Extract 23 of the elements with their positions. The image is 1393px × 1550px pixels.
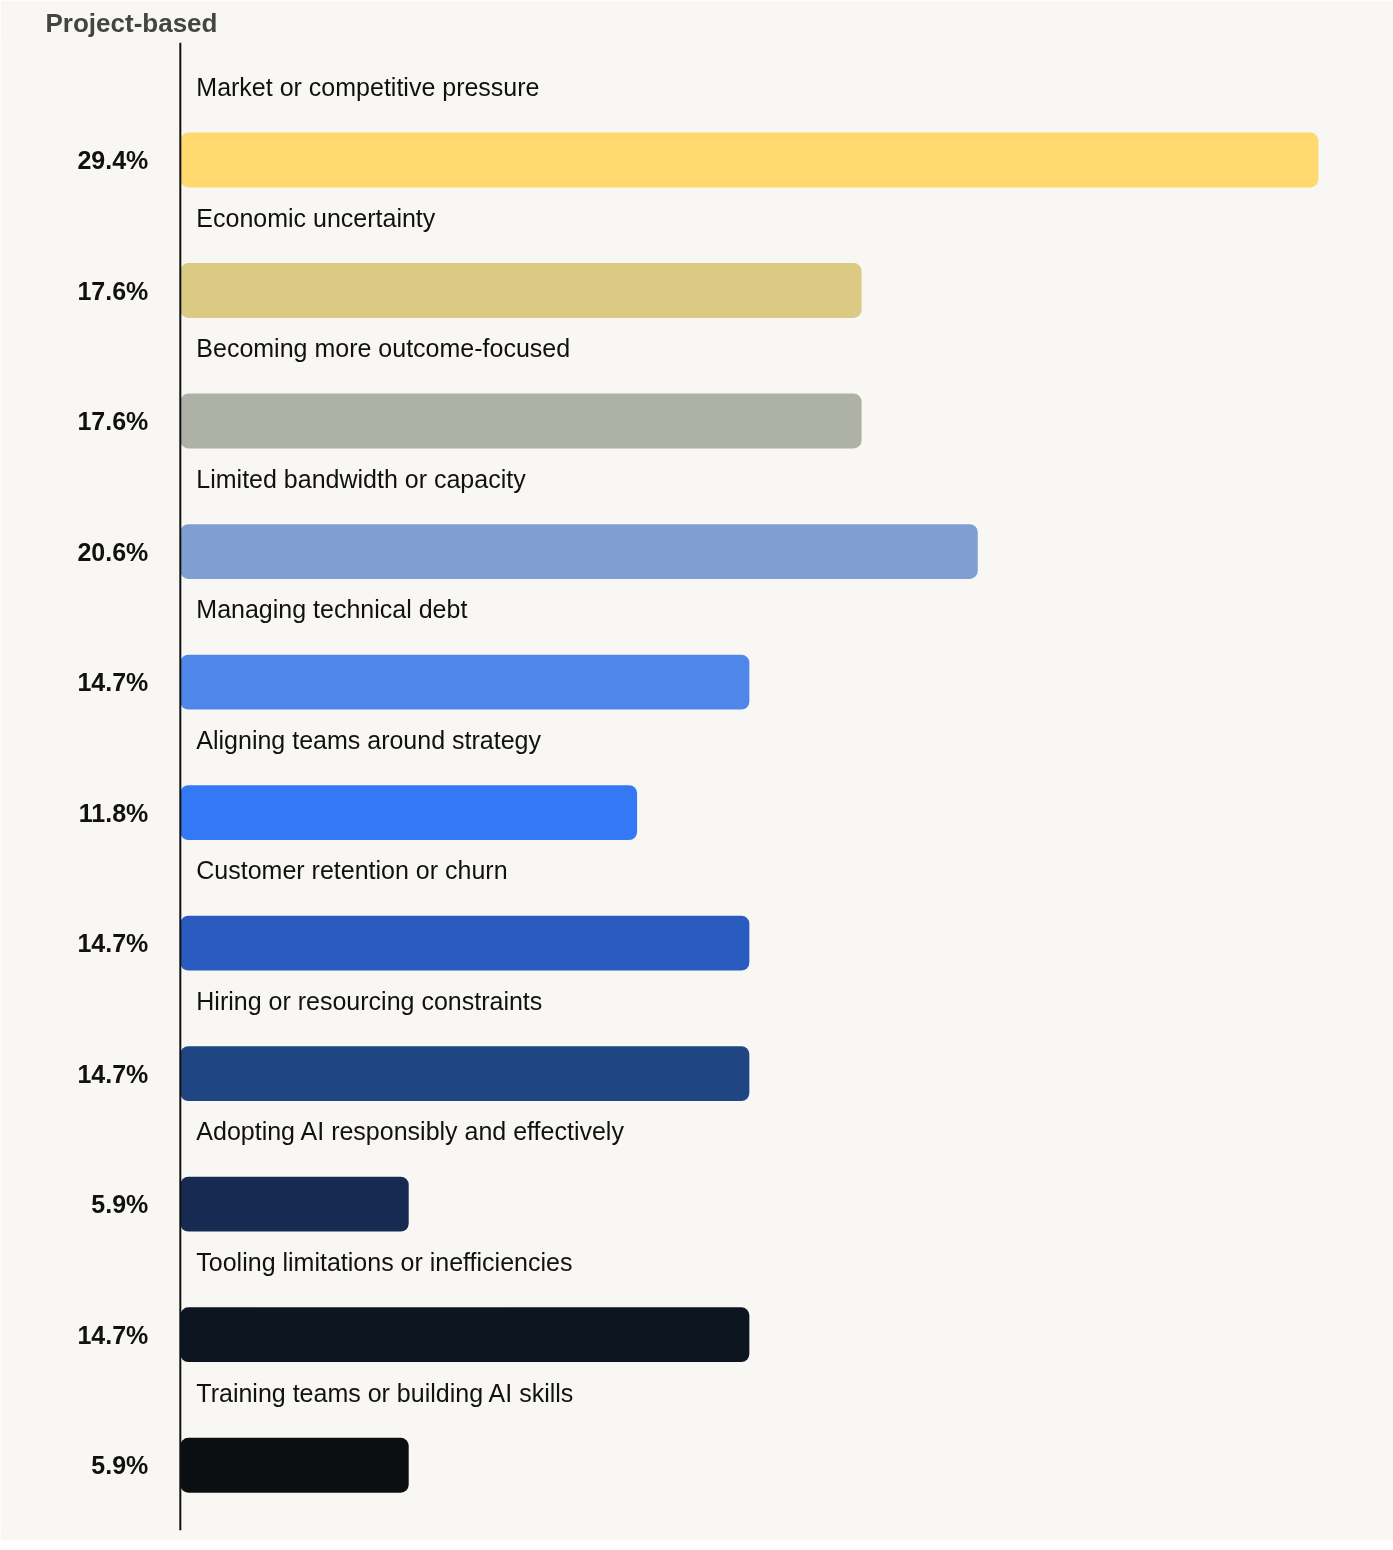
y-tick-label: Training teams or building AI skills (196, 1378, 574, 1407)
data-label: 11.8% (78, 798, 149, 827)
y-tick-label: Managing technical debt (196, 595, 468, 624)
data-label: 5.9% (91, 1451, 149, 1480)
y-tick-label: Limited bandwidth or capacity (196, 464, 527, 493)
data-label: 14.7% (77, 1320, 149, 1349)
data-label: 17.6% (77, 407, 149, 436)
y-tick-label: Market or competitive pressure (196, 73, 540, 102)
data-label: 20.6% (77, 537, 149, 566)
y-tick-label: Tooling limitations or inefficiencies (196, 1247, 573, 1276)
data-label: 29.4% (77, 145, 149, 174)
y-tick-label: Economic uncertainty (196, 203, 436, 232)
data-label: 17.6% (77, 276, 149, 305)
y-tick-label: Hiring or resourcing constraints (196, 986, 543, 1015)
y-tick-label: Aligning teams around strategy (196, 725, 542, 754)
data-label: 5.9% (91, 1190, 149, 1219)
y-tick-label: Becoming more outcome-focused (196, 334, 571, 363)
data-label: 14.7% (77, 1059, 149, 1088)
y-tick-label: Adopting AI responsibly and effectively (196, 1117, 625, 1146)
data-label: 14.7% (77, 929, 149, 958)
y-tick-label: Customer retention or churn (196, 856, 508, 885)
data-label: 14.7% (77, 668, 149, 697)
chart-title: Project-based (45, 7, 218, 38)
